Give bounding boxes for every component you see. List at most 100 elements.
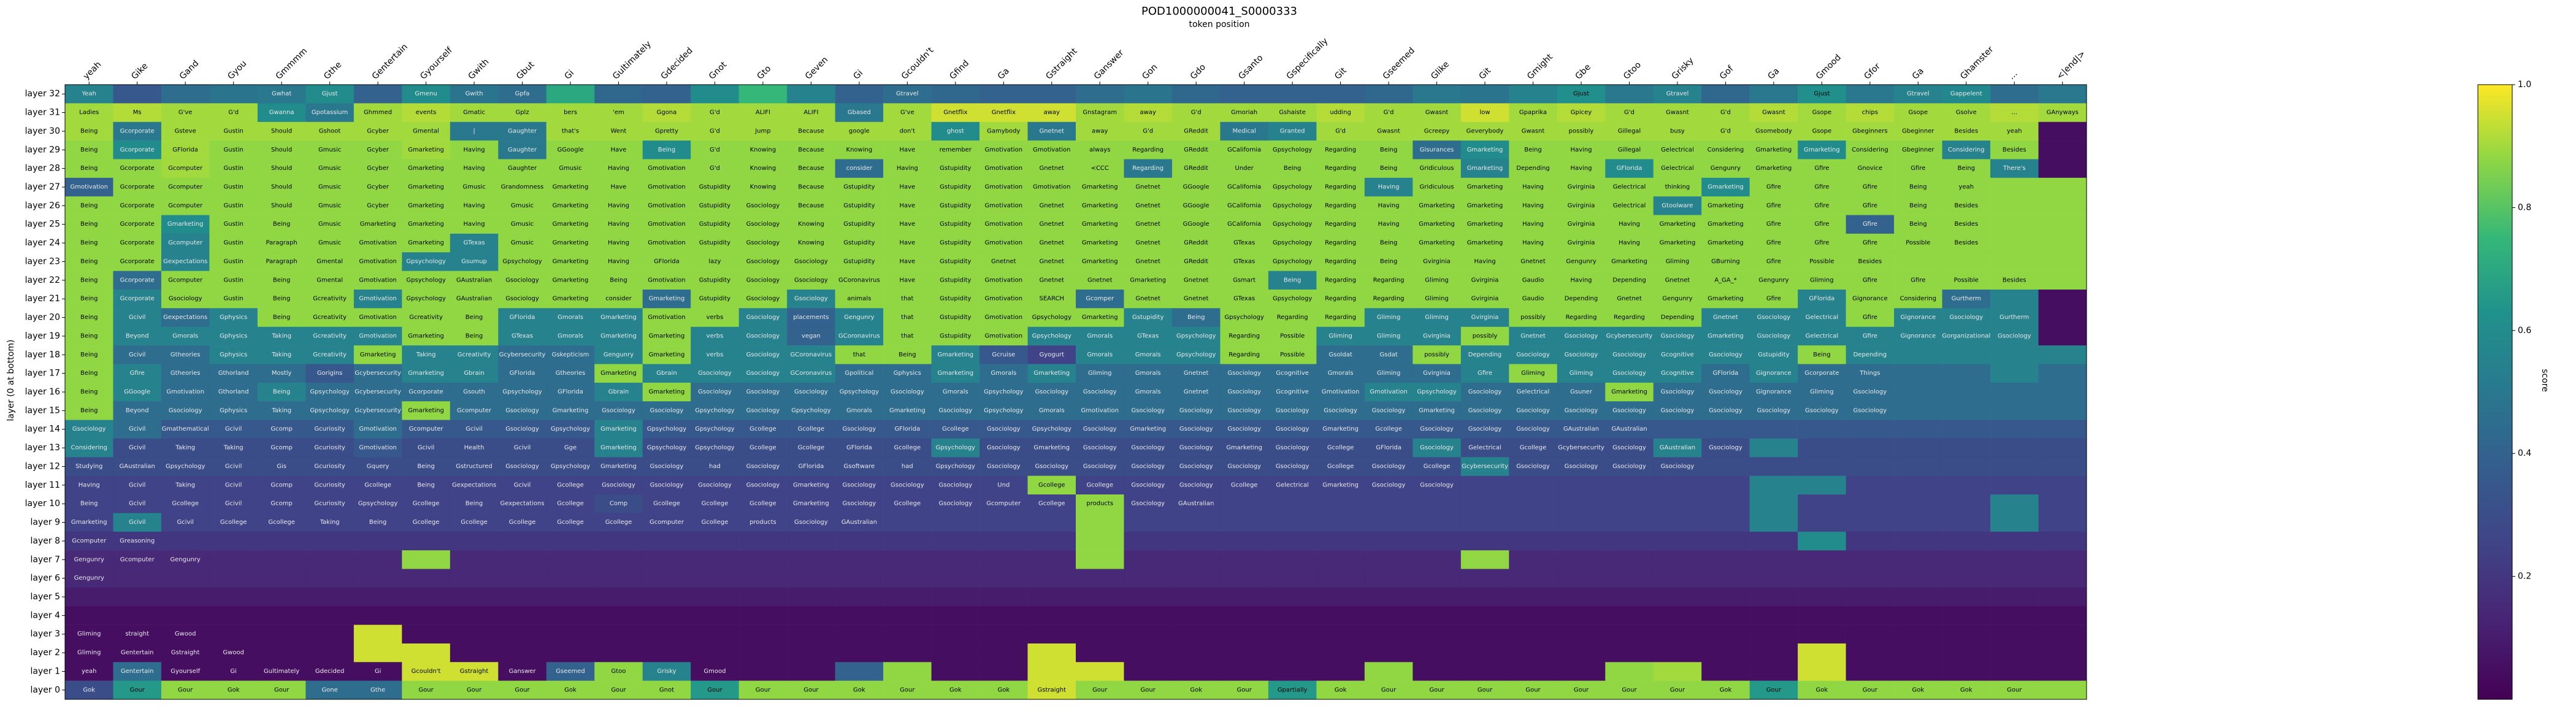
cell-token-label: Gcollege (1327, 463, 1354, 470)
heatmap-cell (883, 625, 932, 644)
heatmap-cell (1846, 438, 1895, 458)
heatmap-cell (1027, 364, 1076, 383)
cell-token-label: Greasoning (120, 537, 155, 544)
heatmap-cell (257, 252, 306, 271)
cell-token-label: events (416, 109, 437, 116)
colorbar-tick-label: 1.0 (2518, 80, 2531, 90)
heatmap-cell (161, 140, 210, 159)
heatmap-cell (1027, 345, 1076, 364)
cell-token-label: Gsociology (1757, 332, 1791, 339)
heatmap-cell (546, 345, 595, 364)
y-tick-label: layer 0 (31, 685, 60, 695)
heatmap-cell (1220, 550, 1269, 569)
heatmap-cell (1364, 420, 1413, 439)
cell-token-label: Gsociology (1276, 407, 1309, 414)
cell-token-label: Gsociology (843, 426, 876, 432)
cell-token-label: Gpfa (515, 91, 530, 98)
cell-token-label: Gpsychology (695, 426, 734, 432)
heatmap-cell (1749, 382, 1798, 402)
x-tick-label: Gmood (1814, 53, 1843, 82)
heatmap-cell (546, 680, 595, 700)
cell-token-label: Gcivil (129, 314, 146, 321)
cell-token-label: Gridiculous (1420, 184, 1454, 191)
cell-token-label: Gfire (1863, 221, 1877, 228)
heatmap-cell (1316, 103, 1365, 123)
heatmap-cell (2038, 252, 2087, 271)
heatmap-cell (450, 271, 499, 290)
heatmap-cell (738, 550, 788, 569)
cell-token-label: Gengunry (1758, 277, 1788, 283)
heatmap-cell (1460, 643, 1509, 663)
heatmap-cell (450, 215, 499, 234)
heatmap-cell (1460, 196, 1509, 215)
cell-token-label: Ggona (657, 109, 677, 116)
cell-token-label: Gmarketing (1082, 314, 1118, 321)
cell-token-label: Gmusic (511, 202, 534, 209)
heatmap-cell (1942, 345, 1991, 364)
cell-token-label: Gappelent (1950, 91, 1982, 98)
cell-token-label: Gmotivation (648, 314, 686, 321)
heatmap-cell (498, 271, 547, 290)
heatmap-cell (1846, 420, 1895, 439)
cell-token-label: Gmotivation (359, 426, 397, 432)
heatmap-cell (1124, 513, 1173, 532)
heatmap-cell (1846, 364, 1895, 383)
heatmap-cell (691, 85, 739, 104)
cell-token-label: 'em (613, 109, 624, 116)
cell-token-label: Gelectrical (1613, 184, 1646, 191)
heatmap-cell (65, 233, 113, 253)
heatmap-cell (2038, 550, 2087, 569)
heatmap-cell (1316, 345, 1365, 364)
cell-token-label: Have (899, 240, 915, 247)
cell-token-label: Gsociology (1227, 426, 1261, 432)
heatmap-cell (1653, 401, 1702, 420)
heatmap-cell (835, 531, 884, 551)
heatmap-cell (450, 494, 499, 513)
heatmap-cell (257, 513, 306, 532)
heatmap-cell (1124, 643, 1173, 663)
heatmap-cell (1749, 531, 1798, 551)
cell-token-label: Knowing (798, 221, 824, 228)
heatmap-cell (305, 438, 355, 458)
heatmap-cell (835, 252, 884, 271)
heatmap-cell (1364, 382, 1413, 402)
heatmap-cell (1460, 513, 1509, 532)
cell-token-label: Gmarketing (1467, 184, 1503, 191)
heatmap-cell (450, 364, 499, 383)
heatmap-cell (1124, 215, 1173, 234)
cell-token-label: Gmorals (172, 332, 198, 339)
heatmap-cell (1124, 587, 1173, 607)
cell-token-label: Regarding (1277, 314, 1308, 321)
cell-token-label: Gsociology (650, 463, 684, 470)
heatmap-cell (642, 252, 691, 271)
heatmap-cell (883, 233, 932, 253)
heatmap-cell (2038, 140, 2087, 159)
heatmap-cell (1798, 140, 1846, 159)
cell-token-label: Gcollege (172, 501, 199, 507)
cell-token-label: Possible (1809, 258, 1834, 265)
heatmap-cell (1701, 643, 1750, 663)
cell-token-label: Gmarketing (1467, 147, 1503, 153)
heatmap-cell (450, 457, 499, 476)
heatmap-cell (161, 364, 210, 383)
cell-token-label: Gcreepy (1424, 128, 1450, 134)
heatmap-cell (65, 531, 113, 551)
cell-token-label: Gpsychology (1417, 389, 1456, 396)
cell-token-label: Being (80, 202, 98, 209)
cell-token-label: Regarding (1325, 277, 1356, 283)
cell-token-label: Gpsychology (502, 258, 542, 265)
colorbar: 0.20.40.60.81.0 (2477, 80, 2531, 700)
x-tick-label: Gdecided (659, 46, 695, 82)
cell-token-label: Gmarketing (1756, 147, 1792, 153)
cell-token-label: Depending (1612, 277, 1646, 283)
cell-token-label: Gmarketing (408, 184, 444, 191)
heatmap-cell (1798, 271, 1846, 290)
heatmap-cell (161, 121, 210, 141)
heatmap-cell (1316, 364, 1365, 383)
heatmap-cell (209, 420, 258, 439)
heatmap-cell (1798, 550, 1846, 569)
cell-token-label: Yeah (82, 91, 96, 98)
cell-token-label: Gliming (77, 650, 101, 656)
heatmap-cell (2038, 643, 2087, 663)
cell-token-label: Gpsychology (1273, 184, 1312, 191)
